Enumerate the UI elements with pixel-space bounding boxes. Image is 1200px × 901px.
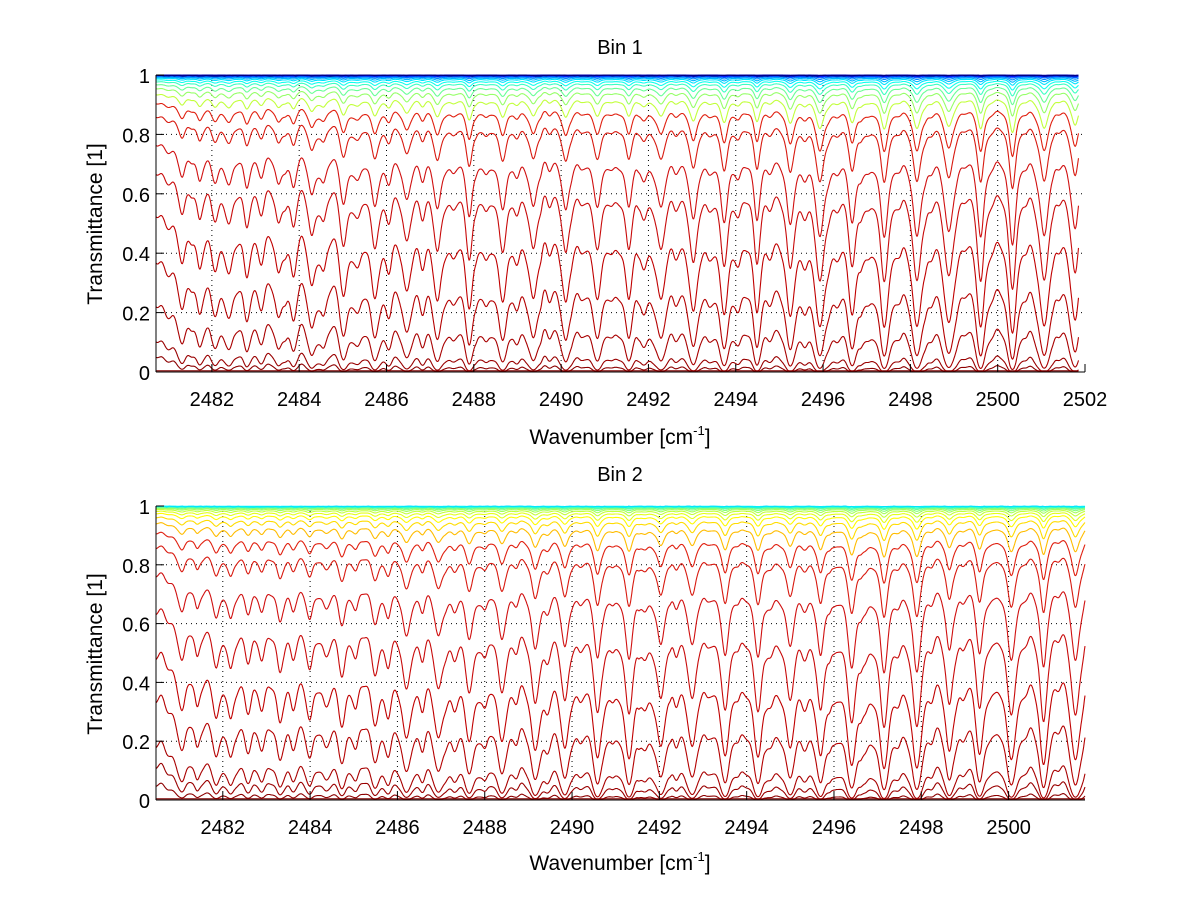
series-line-8 — [155, 545, 1086, 618]
series-line-2 — [155, 340, 1079, 373]
series-line-10 — [155, 522, 1086, 558]
y-tick-label: 0.2 — [122, 732, 150, 754]
x-axis-label-superscript: -1 — [693, 849, 705, 864]
series-line-7 — [155, 572, 1086, 674]
y-tick-label: 0.4 — [122, 244, 150, 266]
x-axis-label: Wavenumber [cm-1] — [529, 423, 710, 449]
series-line-8 — [155, 116, 1080, 190]
x-tick-label: 2496 — [812, 817, 857, 839]
y-tick-label: 1 — [139, 497, 150, 519]
series-line-6 — [155, 608, 1086, 729]
x-tick-label: 2482 — [201, 817, 246, 839]
series-line-6 — [155, 172, 1080, 290]
series-line-11 — [155, 516, 1086, 542]
y-tick-label: 0.6 — [122, 615, 150, 637]
subplot-bin-1: Bin 1 2482 2484 2486 2488 2490 2492 2494 2496 24… — [84, 37, 1107, 449]
series-line-11 — [155, 88, 1080, 117]
series-line-17 — [156, 75, 1079, 81]
series-line-9 — [155, 102, 1080, 158]
x-tick-label: 2496 — [801, 389, 846, 411]
x-tick-label: 2494 — [724, 817, 769, 839]
x-tick-labels: 2482 2484 2486 2488 2490 2492 2494 2496 2498 2500… — [190, 389, 1108, 411]
y-tick-label: 1 — [139, 66, 150, 88]
y-axis-label: Transmittance [1] — [84, 573, 107, 734]
series-line-23 — [155, 74, 1079, 77]
x-tick-label: 2492 — [626, 389, 671, 411]
x-tick-label: 2492 — [637, 817, 682, 839]
series-line-14 — [156, 79, 1079, 91]
x-axis-label-superscript: -1 — [693, 423, 705, 438]
y-tick-label: 0.8 — [122, 556, 150, 578]
series-line-4 — [155, 261, 1080, 360]
y-tick-label: 0.8 — [122, 125, 150, 147]
series-line-13 — [156, 510, 1086, 523]
series-line-5 — [155, 651, 1086, 770]
subplot-bin-2: Bin 2 2482 2484 2486 2488 2490 2492 2494 2496 24… — [84, 464, 1086, 875]
axes-frame — [155, 74, 1086, 373]
x-tick-label: 2488 — [462, 817, 507, 839]
series-line-14 — [156, 508, 1086, 518]
x-tick-label: 2498 — [899, 817, 944, 839]
y-tick-label: 0 — [139, 363, 150, 385]
series-line-16 — [156, 507, 1086, 512]
x-tick-label: 2490 — [550, 817, 595, 839]
x-tick-labels: 2482 2484 2486 2488 2490 2492 2494 2496 2498 2500 — [201, 817, 1031, 839]
series-line-3 — [155, 304, 1080, 370]
series-line-3 — [155, 740, 1086, 799]
x-tick-label: 2502 — [1063, 389, 1108, 411]
series-line-10 — [155, 93, 1080, 134]
x-tick-label: 2498 — [888, 389, 933, 411]
x-tick-label: 2484 — [288, 817, 333, 839]
y-tick-label: 0.4 — [122, 673, 150, 695]
series-line-1 — [155, 356, 1079, 373]
y-tick-label: 0.6 — [122, 185, 150, 207]
x-tick-label: 2488 — [452, 389, 497, 411]
series-line-21 — [155, 505, 1086, 508]
grid — [156, 506, 1085, 800]
series-line-15 — [155, 507, 1086, 515]
series-line-4 — [155, 694, 1086, 791]
series-line-13 — [155, 81, 1079, 97]
x-tick-label: 2500 — [975, 389, 1020, 411]
x-tick-label: 2486 — [364, 389, 409, 411]
x-axis-label: Wavenumber [cm-1] — [529, 849, 710, 875]
series-line-16 — [156, 76, 1079, 83]
series-line-7 — [155, 144, 1080, 246]
y-tick-labels: 0 0.2 0.4 0.6 0.8 1 — [122, 497, 150, 813]
series-line-5 — [155, 214, 1080, 334]
y-tick-label: 0 — [139, 791, 150, 813]
series-group — [155, 505, 1086, 801]
series-line-12 — [155, 512, 1086, 530]
y-tick-labels: 0 0.2 0.4 0.6 0.8 1 — [122, 66, 150, 385]
y-axis-label: Transmittance [1] — [84, 143, 107, 304]
series-group — [155, 74, 1080, 373]
subplot-title: Bin 2 — [597, 464, 643, 486]
axes-frame — [155, 505, 1085, 801]
x-axis-label-text: Wavenumber [cm — [529, 852, 693, 875]
x-tick-label: 2500 — [986, 817, 1031, 839]
x-axis-label-end: ] — [705, 426, 711, 449]
series-line-1 — [155, 782, 1086, 801]
x-axis-label-text: Wavenumber [cm — [529, 426, 693, 449]
y-tick-label: 0.2 — [122, 304, 150, 326]
x-tick-label: 2490 — [539, 389, 584, 411]
series-line-12 — [156, 84, 1079, 106]
subplot-title: Bin 1 — [597, 37, 643, 59]
series-line-2 — [155, 762, 1086, 801]
x-axis-label-end: ] — [705, 852, 711, 875]
x-tick-label: 2486 — [375, 817, 420, 839]
x-tick-label: 2482 — [190, 389, 235, 411]
x-tick-label: 2484 — [277, 389, 322, 411]
series-line-17 — [156, 506, 1086, 511]
series-line-15 — [156, 77, 1079, 86]
x-tick-label: 2494 — [714, 389, 759, 411]
series-line-9 — [155, 531, 1086, 584]
